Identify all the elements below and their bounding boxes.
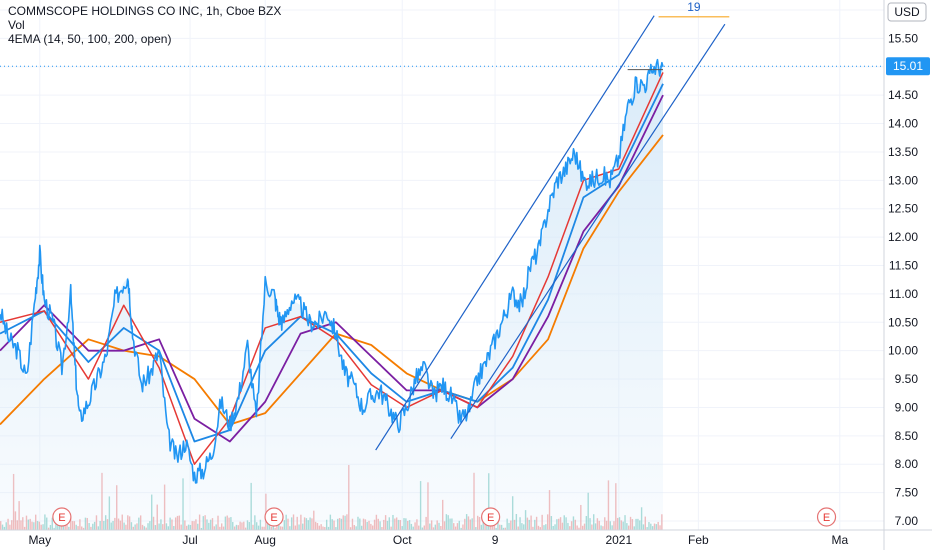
earnings-label: E bbox=[823, 512, 830, 524]
channel-upper-trendline bbox=[375, 15, 655, 451]
earnings-label: E bbox=[270, 512, 277, 524]
y-tick-label: 10.50 bbox=[888, 315, 918, 329]
x-tick-label: Oct bbox=[393, 533, 412, 547]
earnings-circle bbox=[481, 507, 501, 527]
x-tick-label: Feb bbox=[688, 533, 709, 547]
y-tick-label: 7.50 bbox=[895, 486, 919, 500]
ema-legend: 4EMA (14, 50, 100, 200, open) bbox=[8, 32, 172, 46]
y-tick-label: 8.50 bbox=[895, 429, 919, 443]
x-tick-label: 2021 bbox=[605, 533, 632, 547]
y-tick-label: 12.50 bbox=[888, 202, 918, 216]
last-price-label: 15.01 bbox=[893, 59, 923, 73]
y-tick-label: 7.00 bbox=[895, 514, 919, 528]
earnings-label: E bbox=[487, 512, 494, 524]
y-tick-label: 9.50 bbox=[895, 372, 919, 386]
channel-lower-trendline bbox=[450, 23, 726, 440]
earnings-marker: E bbox=[481, 507, 501, 527]
earnings-circle bbox=[264, 507, 284, 527]
earnings-marker: E bbox=[52, 507, 72, 527]
y-tick-label: 11.50 bbox=[889, 259, 918, 273]
earnings-circle bbox=[816, 507, 837, 527]
y-tick-label: 9.00 bbox=[895, 400, 919, 414]
y-tick-label: 13.50 bbox=[888, 145, 918, 159]
ema100-line bbox=[0, 94, 664, 443]
currency-badge: USD bbox=[887, 2, 927, 22]
x-tick-label: Ma bbox=[831, 533, 848, 547]
y-tick-label: 13.00 bbox=[888, 173, 918, 187]
y-tick-label: 14.00 bbox=[888, 117, 918, 131]
price-line bbox=[0, 58, 664, 484]
y-tick-label: 15.50 bbox=[888, 31, 918, 45]
y-tick-label: 12.00 bbox=[888, 230, 918, 244]
earnings-marker: E bbox=[264, 507, 284, 527]
x-tick-label: 9 bbox=[492, 533, 499, 547]
y-tick-label: 8.00 bbox=[895, 457, 919, 471]
x-tick-label: Aug bbox=[255, 533, 276, 547]
earnings-label: E bbox=[58, 512, 65, 524]
y-tick-label: 14.50 bbox=[888, 88, 918, 102]
y-tick-label: 11.00 bbox=[889, 287, 918, 301]
last-price-box bbox=[886, 57, 930, 76]
price-area bbox=[0, 66, 663, 531]
earnings-marker: E bbox=[816, 507, 837, 527]
x-tick-label: May bbox=[28, 533, 51, 547]
y-tick-label: 10.00 bbox=[888, 344, 918, 358]
last-price-badge: 15.01 bbox=[886, 57, 930, 76]
chart-title: COMMSCOPE HOLDINGS CO INC, 1h, Cboe BZX bbox=[8, 4, 282, 18]
x-tick-label: Jul bbox=[182, 533, 197, 547]
earnings-circle bbox=[52, 507, 72, 527]
target-label: 19 bbox=[687, 0, 701, 14]
currency-label: USD bbox=[894, 5, 920, 19]
currency-box bbox=[887, 2, 927, 22]
volume-legend: Vol bbox=[8, 18, 25, 32]
